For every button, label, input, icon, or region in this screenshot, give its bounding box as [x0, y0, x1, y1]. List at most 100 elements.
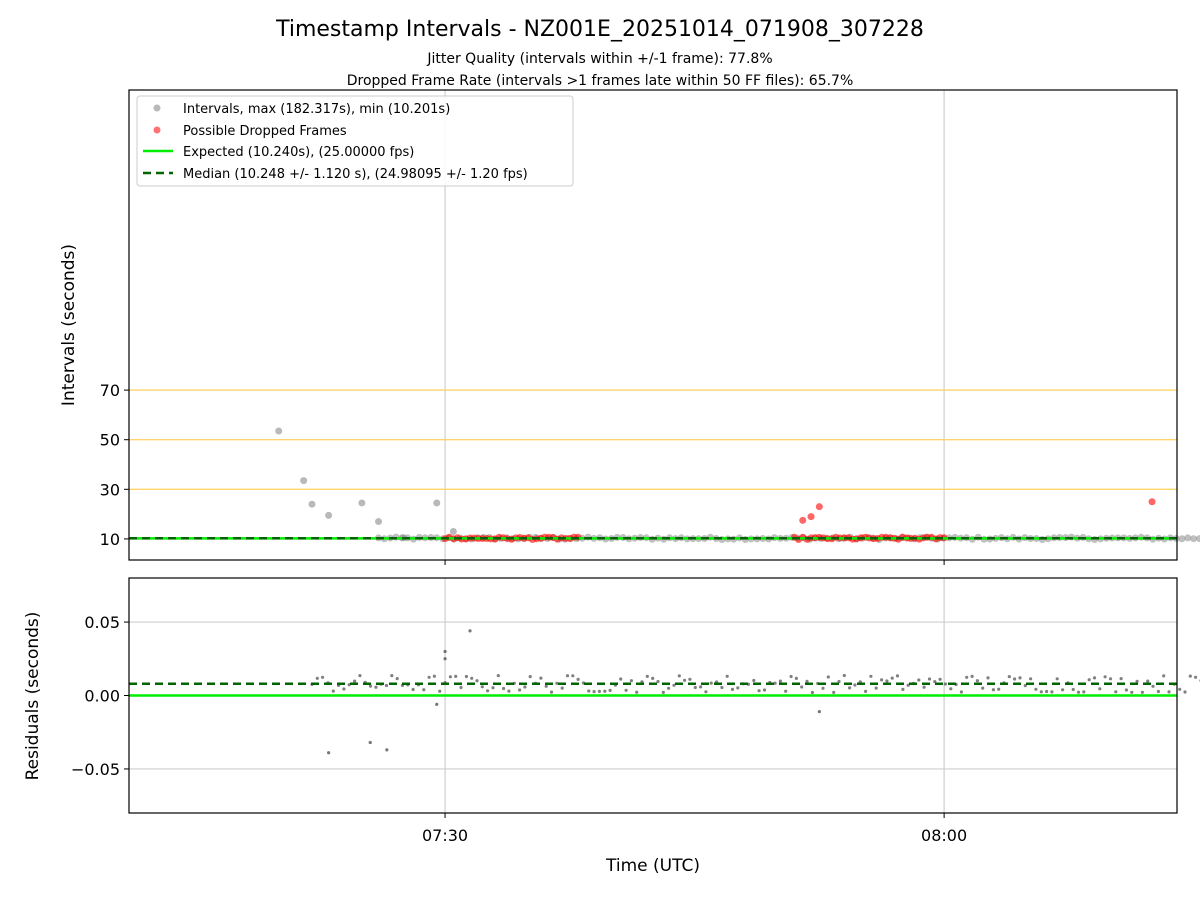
residual-point — [949, 687, 953, 691]
residual-point — [539, 676, 543, 680]
residual-point — [549, 690, 554, 694]
residual-point — [603, 689, 607, 693]
residual-point — [1061, 688, 1065, 692]
residual-point — [800, 685, 804, 689]
residual-point — [709, 681, 713, 685]
residual-point — [384, 683, 389, 688]
residual-point — [720, 685, 724, 690]
residual-point — [1076, 690, 1081, 694]
legend: Intervals, max (182.317s), min (10.201s)… — [136, 95, 574, 187]
residual-point — [805, 679, 809, 684]
residual-point — [502, 686, 506, 691]
residual-point — [518, 688, 522, 692]
residual-point — [443, 649, 447, 654]
residual-point — [1119, 677, 1123, 681]
residual-point — [848, 686, 852, 690]
residual-point — [880, 678, 884, 682]
residuals-y-ticks: −0.05 0.00 0.05 — [71, 613, 129, 779]
residual-point — [837, 679, 841, 684]
residual-point — [645, 674, 649, 679]
residual-point — [970, 674, 974, 679]
residuals-y-label: Residuals (seconds) — [23, 612, 43, 781]
residual-point — [368, 684, 373, 688]
residual-point — [1013, 677, 1017, 681]
residual-point — [315, 676, 319, 680]
chart-subtitle-dropped: Dropped Frame Rate (intervals >1 frames … — [347, 73, 854, 89]
residual-point — [1082, 690, 1086, 694]
residual-point — [470, 676, 474, 680]
residual-point — [885, 679, 889, 683]
legend-expected-label: Expected (10.240s), (25.00000 fps) — [183, 145, 414, 160]
residual-point — [411, 687, 415, 692]
residual-point — [468, 629, 472, 633]
residual-point — [555, 681, 559, 685]
residual-point — [1018, 676, 1022, 680]
residual-point — [959, 690, 964, 694]
residual-point — [1087, 678, 1091, 682]
residual-point — [725, 674, 729, 678]
interval-point — [375, 518, 383, 526]
residual-point — [1194, 675, 1198, 679]
residual-point — [608, 688, 612, 693]
y-tick-label: 0.00 — [84, 687, 120, 706]
residual-point — [991, 688, 996, 692]
residual-point — [1071, 687, 1075, 692]
residual-point — [821, 686, 825, 690]
residual-point — [491, 686, 495, 690]
residual-point — [390, 674, 394, 678]
residual-point — [1124, 688, 1128, 692]
residual-point — [730, 687, 735, 692]
residual-point — [507, 689, 511, 693]
residual-point — [757, 689, 761, 693]
y-tick-label: 0.05 — [84, 613, 120, 632]
residual-point — [895, 674, 900, 678]
residual-point — [704, 690, 708, 694]
interval-point — [358, 499, 366, 507]
legend-intervals-label: Intervals, max (182.317s), min (10.201s) — [183, 102, 450, 117]
residual-point — [672, 683, 676, 687]
y-tick-label: −0.05 — [71, 760, 120, 779]
residual-point — [922, 685, 926, 689]
residual-point — [1029, 677, 1033, 681]
residual-point — [1114, 690, 1118, 694]
residual-point — [1167, 690, 1171, 694]
residual-point — [1055, 677, 1059, 681]
residual-point — [864, 689, 868, 694]
dropped-frame-point — [807, 513, 815, 521]
dropped-frame-point — [799, 516, 807, 524]
residual-point — [933, 680, 937, 684]
residual-point — [784, 689, 788, 693]
residual-point — [459, 685, 463, 690]
interval-point — [1178, 535, 1186, 543]
residual-point — [1146, 679, 1150, 683]
chart-title: Timestamp Intervals - NZ001E_20251014_07… — [275, 17, 924, 42]
residual-point — [1151, 684, 1155, 688]
residual-point — [656, 679, 660, 684]
residuals-panel: −0.050.000.05 07:3008:0008:3009:0009:301… — [23, 560, 1200, 876]
chart-subtitle-jitter: Jitter Quality (intervals within +/-1 fr… — [426, 51, 772, 67]
residual-point — [1156, 689, 1160, 694]
residual-point — [752, 678, 756, 683]
interval-point — [449, 527, 457, 535]
interval-point — [1190, 535, 1198, 543]
y-tick-label: 10 — [100, 530, 120, 549]
legend-median-label: Median (10.248 +/- 1.120 s), (24.98095 +… — [183, 167, 528, 182]
residual-point — [874, 686, 878, 690]
residual-point — [826, 675, 830, 679]
residual-point — [1007, 675, 1011, 679]
residual-point — [997, 687, 1001, 691]
residual-point — [448, 675, 452, 679]
residual-point — [975, 679, 980, 683]
residual-point — [1130, 690, 1134, 694]
residual-point — [869, 674, 873, 678]
residual-point — [368, 740, 372, 745]
residual-point — [778, 679, 783, 683]
legend-box — [136, 95, 574, 187]
residual-point — [1178, 687, 1182, 691]
residual-point — [688, 677, 692, 681]
residuals-points — [310, 629, 1200, 755]
residual-point — [736, 686, 740, 690]
dropped-frame-point — [815, 503, 823, 511]
residual-point — [832, 690, 836, 695]
